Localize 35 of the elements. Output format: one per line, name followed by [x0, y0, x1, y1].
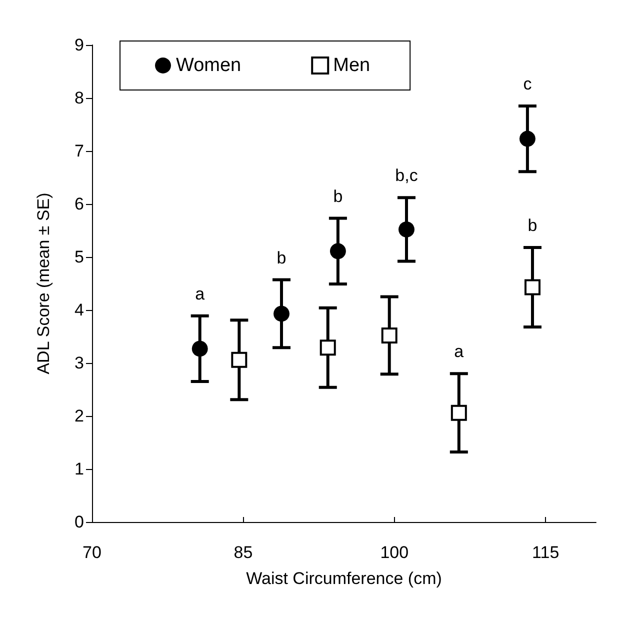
x-tick-label: 85	[234, 543, 253, 562]
point	[398, 221, 414, 238]
point	[450, 404, 467, 421]
point	[320, 340, 336, 356]
y-axis-title: ADL Score (mean ± SE)	[34, 192, 53, 374]
point	[519, 130, 536, 147]
y-tick-label: 7	[74, 142, 84, 160]
annotation: b,c	[395, 166, 418, 186]
point	[381, 327, 398, 344]
y-tick-label: 0	[74, 512, 84, 532]
y-tick-label: 9	[74, 36, 84, 54]
y-tick-label: 1	[74, 460, 84, 478]
annotation: b	[528, 216, 538, 235]
point	[231, 352, 248, 368]
x-tick-label: 115	[532, 543, 560, 562]
y-tick-label: 2	[74, 406, 84, 426]
annotation: b	[333, 186, 343, 206]
point	[274, 306, 290, 322]
point	[192, 340, 208, 357]
y-tick-label: 5	[74, 248, 84, 266]
x-tick-label: 70	[82, 543, 102, 562]
x-tick-label: 100	[380, 543, 409, 562]
legend-label: Women	[176, 55, 242, 76]
y-tick-label: 6	[74, 194, 84, 214]
x-axis-title: Waist Circumference (cm)	[246, 569, 442, 588]
legend-label: Men	[333, 55, 370, 76]
annotation: a	[454, 342, 464, 362]
point	[330, 243, 346, 260]
annotation: a	[195, 284, 206, 304]
annotation: c	[523, 74, 532, 94]
y-tick-label: 3	[74, 354, 84, 372]
y-tick-label: 8	[74, 88, 84, 108]
point	[524, 279, 540, 296]
y-tick-label: 4	[74, 300, 84, 320]
annotation: b	[276, 248, 286, 268]
